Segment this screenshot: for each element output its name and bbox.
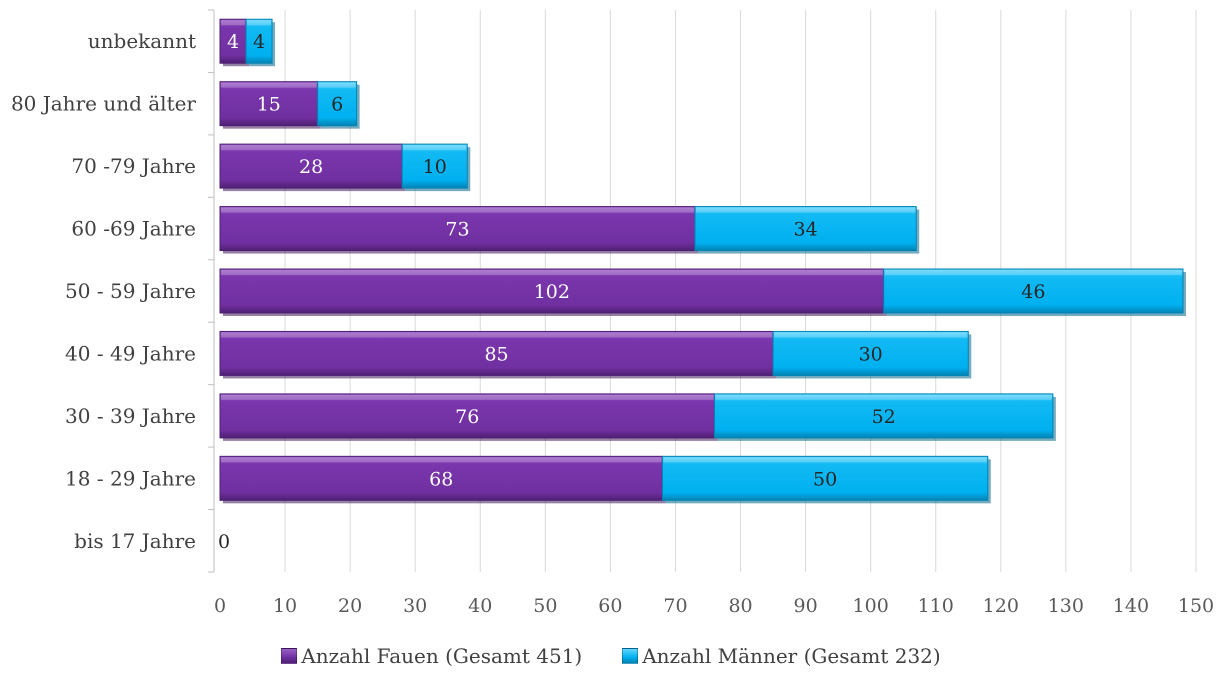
data-label: 6 [331,94,343,116]
data-label: 15 [257,94,281,116]
x-tick-label: 150 [1178,595,1214,617]
data-label: 4 [227,31,239,53]
category-label: 18 - 29 Jahre [65,466,196,490]
stacked-bar-chart: 0 10 20 30 40 50 60 70 80 90 100 110 120 130 140 150bis… [11,9,1214,617]
bar-women [219,455,663,501]
bar-men [661,455,989,501]
x-tick-label: 50 [533,595,557,617]
x-tick-label: 140 [1113,595,1149,617]
x-tick-label: 20 [338,595,362,617]
data-label: 85 [484,343,508,365]
legend-swatch-men [622,648,639,664]
legend-swatch-women [281,648,298,664]
x-tick-label: 90 [794,595,818,617]
bar-highlight [221,145,402,151]
axes: 0 10 20 30 40 50 60 70 80 90 100 110 120 130 140 150bis… [11,9,1214,617]
bar-women [219,206,696,252]
bar-men [401,143,468,189]
category-label: 70 -79 Jahre [71,154,196,178]
bar-highlight [221,270,883,275]
x-tick-label: 100 [853,595,889,617]
legend-item-women: Anzahl Fauen (Gesamt 451) [281,644,582,668]
x-tick-label: 30 [403,595,427,617]
bar-women [219,18,247,64]
x-tick-label: 70 [663,595,687,617]
legend-label-men: Anzahl Männer (Gesamt 232) [642,644,941,668]
data-label: 102 [534,281,570,303]
data-label: 30 [859,343,883,365]
data-label: 68 [429,468,453,490]
data-label: 4 [253,31,265,53]
bars [219,18,1186,504]
category-label: bis 17 Jahre [74,529,196,553]
bar-highlight [715,394,1052,400]
x-tick-label: 40 [468,595,492,617]
bar-highlight [318,82,356,88]
bar-highlight [884,270,1182,275]
x-tick-label: 120 [983,595,1019,617]
data-label: 73 [445,219,469,241]
bar-highlight [221,394,714,400]
category-label: 30 - 39 Jahre [65,404,196,428]
bar-highlight [221,20,246,26]
bar-men [245,18,273,64]
bar-highlight [247,20,272,26]
category-label: 60 -69 Jahre [71,217,196,241]
bar-men [694,206,917,252]
x-tick-label: 10 [273,595,297,617]
category-label: unbekannt [88,29,196,53]
bar-women [219,330,774,376]
bar-highlight [663,457,987,463]
data-label: 50 [813,468,837,490]
category-label: 50 - 59 Jahre [65,279,196,303]
bar-highlight [221,82,317,88]
legend: Anzahl Fauen (Gesamt 451) Anzahl Männer … [0,644,1222,668]
x-tick-label: 110 [918,595,954,617]
data-label: 52 [872,406,896,428]
bar-highlight [221,457,662,463]
bar-highlight [221,207,694,213]
category-label: 80 Jahre und älter [11,92,196,116]
bar-highlight [221,332,773,338]
bar-women [219,143,403,189]
bar-highlight [774,332,968,338]
bar-highlight [403,145,467,151]
category-label: 40 - 49 Jahre [65,341,196,365]
data-label: 28 [299,156,323,178]
legend-item-men: Anzahl Männer (Gesamt 232) [622,644,941,668]
bar-women [219,393,716,439]
x-tick-label: 130 [1048,595,1084,617]
x-tick-label: 0 [214,595,226,617]
data-label: 10 [423,156,447,178]
bar-women [219,268,885,314]
bar-men [714,393,1054,439]
bar-men [772,330,969,376]
data-label: 46 [1021,281,1045,303]
data-label: 34 [794,219,818,241]
x-tick-label: 80 [728,595,752,617]
data-label: 76 [455,406,479,428]
data-label: 0 [218,531,230,553]
legend-label-women: Anzahl Fauen (Gesamt 451) [301,644,583,668]
bar-men [883,268,1184,314]
data-labels: 0 68 50 76 52 85 30 102 46 73 34 28 10 15 6 4 4 [218,31,1045,553]
bar-men [317,81,358,127]
x-tick-label: 60 [598,595,622,617]
bar-highlight [695,207,916,213]
